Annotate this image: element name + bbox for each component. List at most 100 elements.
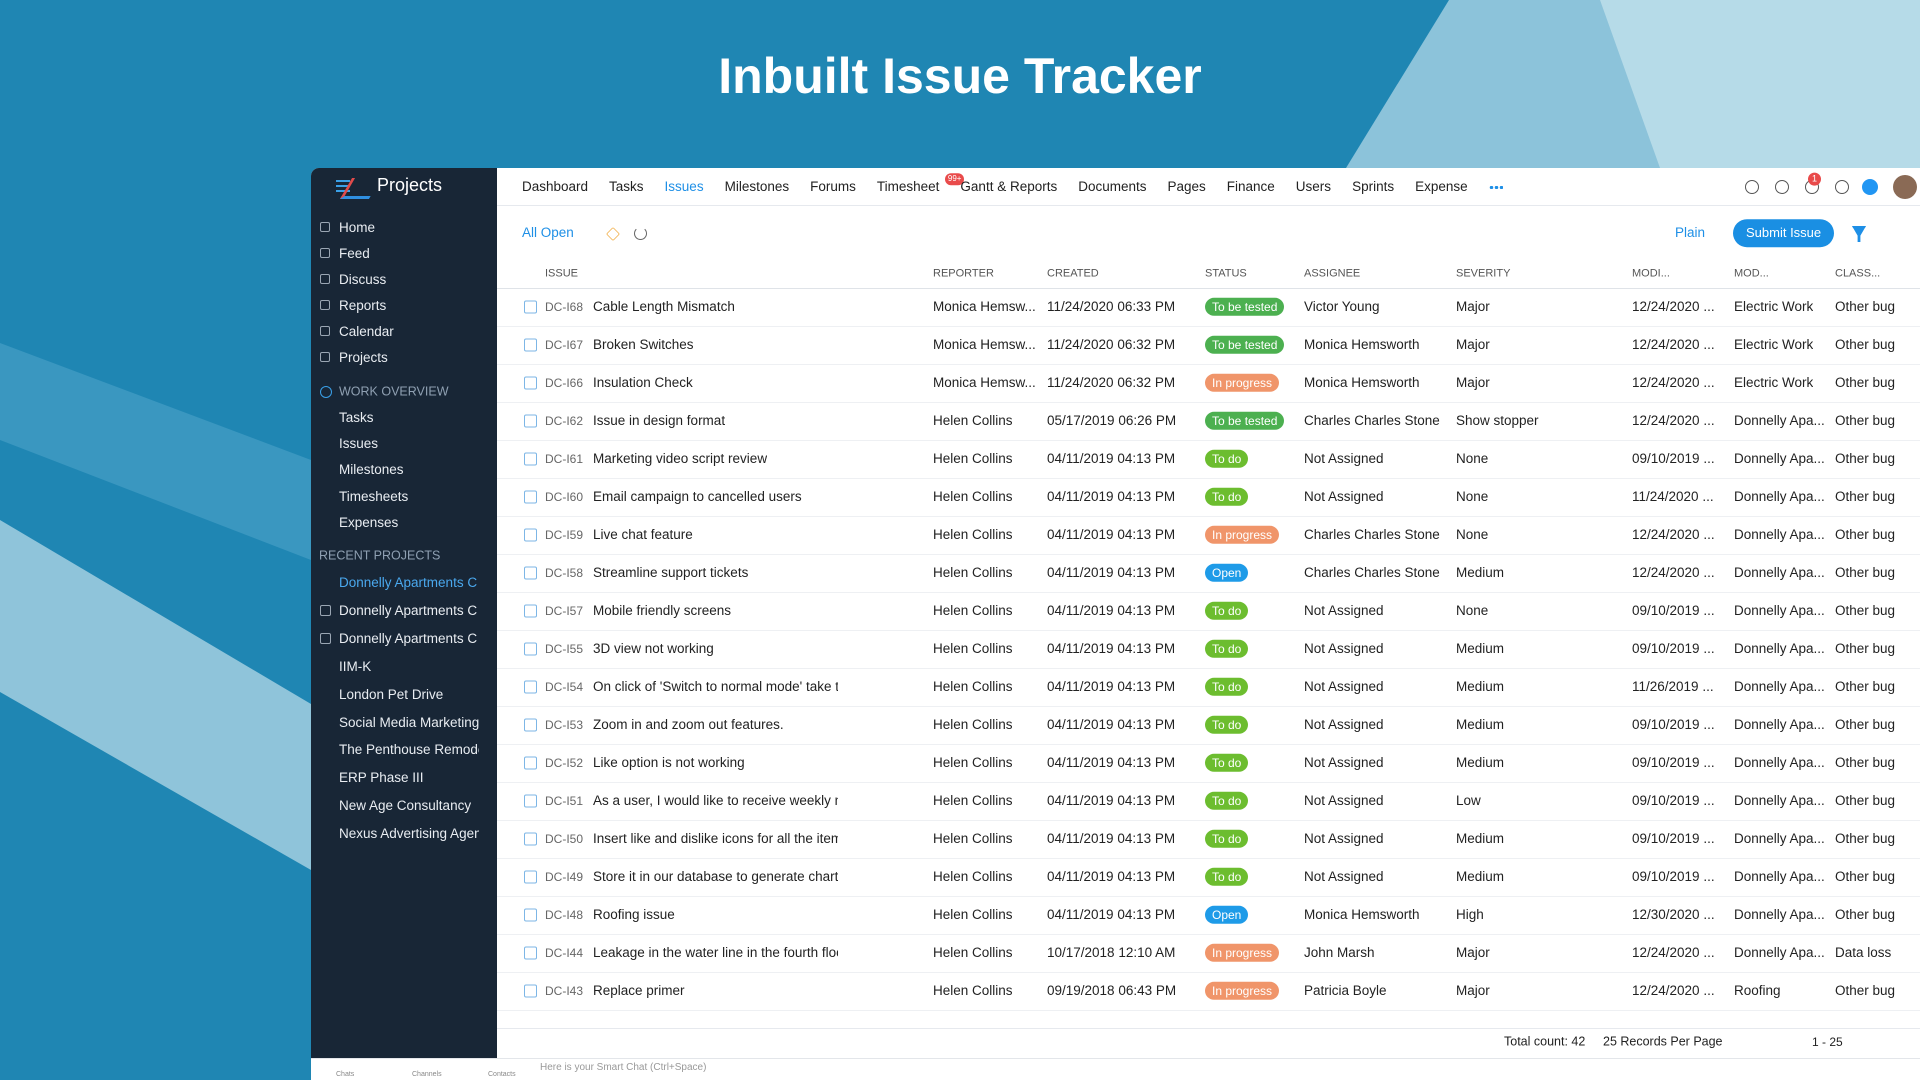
column-header[interactable]: SEVERITY [1456, 267, 1511, 280]
checkbox[interactable] [524, 452, 537, 466]
cell-title[interactable]: As a user, I would like to receive weekl… [593, 792, 838, 808]
chat-tab[interactable]: Contacts [488, 1070, 516, 1078]
chat-input[interactable]: Here is your Smart Chat (Ctrl+Space) [540, 1062, 707, 1073]
nav-item[interactable]: Dashboard [522, 178, 589, 194]
layout-selector[interactable]: Plain [1675, 224, 1706, 240]
project-item[interactable]: New Age Consultancy [339, 798, 472, 814]
checkbox[interactable] [524, 414, 537, 428]
nav-item[interactable]: Pages [1167, 178, 1206, 194]
project-item[interactable]: IIM-K [339, 658, 372, 674]
status-pill: To be tested [1205, 297, 1285, 317]
checkbox[interactable] [524, 756, 537, 770]
cell-modified: 09/10/2019 ... [1632, 716, 1715, 732]
checkbox[interactable] [524, 642, 537, 656]
cell-title[interactable]: Roofing issue [593, 906, 675, 922]
nav-item[interactable]: Forums [810, 178, 856, 194]
cell-title[interactable]: Store it in our database to generate cha… [593, 868, 838, 884]
section-title: WORK OVERVIEW [339, 384, 449, 399]
nav-item[interactable]: Sprints [1352, 178, 1395, 194]
nav-item[interactable]: Users [1295, 178, 1332, 194]
nav-item[interactable]: Expense [1415, 178, 1468, 194]
column-header[interactable]: CREATED [1047, 267, 1099, 280]
column-header[interactable]: ISSUE [545, 267, 579, 280]
project-item[interactable]: ERP Phase III [339, 770, 424, 786]
checkbox[interactable] [524, 680, 537, 694]
checkbox[interactable] [524, 566, 537, 580]
cell-title[interactable]: Marketing video script review [593, 450, 768, 466]
cell-id: DC-I57 [545, 603, 584, 618]
per-page-selector[interactable]: 25 Records Per Page [1603, 1034, 1723, 1049]
project-item[interactable]: Nexus Advertising Agen [339, 826, 479, 841]
checkbox[interactable] [524, 908, 537, 922]
checkbox[interactable] [524, 490, 537, 504]
sidebar-item[interactable]: Projects [339, 349, 388, 365]
column-header[interactable]: STATUS [1205, 267, 1247, 280]
cell-title[interactable]: Cable Length Mismatch [593, 298, 735, 314]
checkbox[interactable] [524, 338, 537, 352]
column-header[interactable]: REPORTER [933, 267, 994, 280]
nav-item[interactable]: Tasks [609, 178, 644, 194]
project-item[interactable]: Social Media Marketing [339, 714, 479, 730]
column-header[interactable]: CLASS... [1835, 267, 1881, 280]
cell-title[interactable]: Live chat feature [593, 526, 693, 542]
checkbox[interactable] [524, 870, 537, 884]
sidebar-item[interactable]: Issues [339, 436, 379, 452]
nav-item[interactable]: Milestones [724, 178, 790, 194]
cell-created: 04/11/2019 04:13 PM [1047, 830, 1176, 846]
cell-title[interactable]: Leakage in the water line in the fourth … [593, 944, 838, 960]
sidebar-item[interactable]: Expenses [339, 514, 399, 530]
column-header[interactable]: MODI... [1632, 267, 1670, 280]
cell-modified: 09/10/2019 ... [1632, 792, 1715, 808]
project-item[interactable]: The Penthouse Remode [339, 742, 479, 758]
cell-title[interactable]: Insulation Check [593, 374, 693, 390]
checkbox[interactable] [524, 528, 537, 542]
cell-title[interactable]: Broken Switches [593, 336, 694, 352]
checkbox[interactable] [524, 604, 537, 618]
status-pill: To be tested [1205, 335, 1285, 355]
project-item[interactable]: Donnelly Apartments C [339, 602, 478, 618]
cell-title[interactable]: On click of 'Switch to normal mode' take… [593, 678, 838, 694]
cell-severity: Major [1456, 374, 1490, 390]
sidebar-item[interactable]: Timesheets [339, 488, 409, 504]
nav-item[interactable]: Gantt & Reports [960, 178, 1058, 194]
checkbox[interactable] [524, 300, 537, 314]
cell-title[interactable]: Streamline support tickets [593, 564, 749, 580]
cell-title[interactable]: 3D view not working [593, 640, 714, 656]
cell-title[interactable]: Issue in design format [593, 412, 726, 428]
nav-item[interactable]: Finance [1226, 178, 1275, 194]
project-item[interactable]: Donnelly Apartments C [339, 630, 478, 646]
sidebar-item[interactable]: Home [339, 219, 376, 235]
chat-tab[interactable]: Chats [336, 1070, 355, 1078]
cell-title[interactable]: Like option is not working [593, 754, 745, 770]
sidebar-item[interactable]: Discuss [339, 271, 387, 287]
nav-item[interactable]: Issues [664, 178, 704, 194]
checkbox[interactable] [524, 984, 537, 998]
checkbox[interactable] [524, 718, 537, 732]
nav-item[interactable]: Documents [1078, 178, 1147, 194]
sidebar-item[interactable]: Milestones [339, 462, 404, 478]
column-header[interactable]: MOD... [1734, 267, 1769, 280]
cell-title[interactable]: Email campaign to cancelled users [593, 488, 802, 504]
cell-title[interactable]: Mobile friendly screens [593, 602, 732, 618]
checkbox[interactable] [524, 794, 537, 808]
view-selector[interactable]: All Open [522, 224, 574, 240]
nav-item[interactable]: Timesheet [876, 178, 940, 194]
project-item[interactable]: London Pet Drive [339, 686, 444, 702]
cell-module: Roofing [1734, 982, 1781, 998]
project-item[interactable]: Donnelly Apartments C [339, 574, 478, 590]
checkbox[interactable] [524, 832, 537, 846]
checkbox[interactable] [524, 946, 537, 960]
checkbox[interactable] [524, 376, 537, 390]
column-header[interactable]: ASSIGNEE [1304, 267, 1361, 280]
sidebar-item[interactable]: Calendar [339, 323, 394, 339]
cell-assignee: Monica Hemsworth [1304, 336, 1420, 352]
chat-tab[interactable]: Channels [412, 1070, 442, 1078]
cell-title[interactable]: Zoom in and zoom out features. [593, 716, 784, 732]
banner-title: Inbuilt Issue Tracker [718, 48, 1202, 104]
submit-issue-button[interactable]: Submit Issue [1733, 219, 1835, 247]
cell-title[interactable]: Replace primer [593, 982, 685, 998]
cell-title[interactable]: Insert like and dislike icons for all th… [593, 830, 838, 846]
sidebar-item[interactable]: Tasks [339, 409, 374, 425]
sidebar-item[interactable]: Reports [339, 297, 387, 313]
sidebar-item[interactable]: Feed [339, 245, 370, 261]
